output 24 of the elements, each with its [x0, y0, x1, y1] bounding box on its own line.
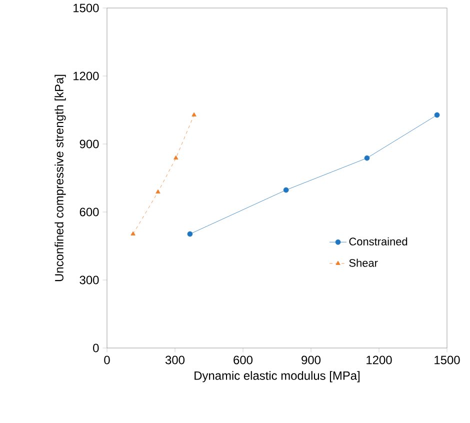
x-tick-label: 1200	[366, 356, 392, 364]
x-axis-title: Dynamic elastic modulus [MPa]	[194, 371, 360, 382]
y-axis-title: Unconfined compressive strength [kPa]	[54, 74, 66, 282]
y-tick-label: 1200	[74, 72, 99, 80]
y-tick-label: 1500	[74, 4, 99, 12]
y-tick-label: 600	[80, 208, 99, 216]
point	[174, 155, 178, 160]
point	[364, 155, 370, 161]
y-tick-label: 900	[80, 140, 99, 148]
x-tick-label: 600	[234, 356, 253, 364]
y-tick-label: 300	[80, 276, 99, 284]
point	[156, 189, 160, 194]
legend-label: Shear	[349, 258, 378, 267]
x-tick-label: 300	[165, 356, 185, 364]
point	[434, 112, 440, 118]
y-tick-label: 0	[93, 344, 99, 352]
x-tick-label: 1500	[434, 356, 460, 364]
point	[192, 112, 196, 116]
legend-label: Constrained	[349, 237, 408, 246]
point	[130, 231, 136, 236]
x-tick-label: 900	[302, 356, 321, 364]
point	[187, 231, 193, 237]
x-tick-label: 0	[104, 356, 110, 364]
point	[283, 187, 289, 193]
